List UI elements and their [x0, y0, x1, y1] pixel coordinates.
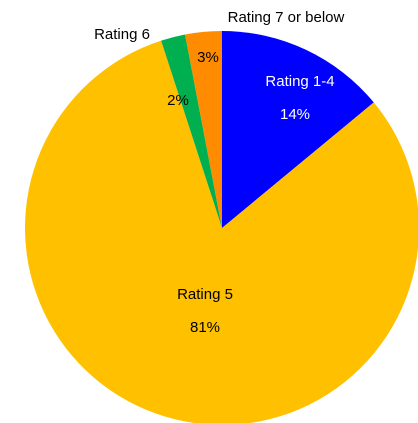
value-label: 2% [167, 92, 189, 109]
slice-label: Rating 5 [177, 286, 233, 303]
pie-slice [185, 31, 222, 228]
value-label: 81% [190, 319, 220, 336]
value-label: 3% [197, 49, 219, 66]
value-label: 14% [280, 106, 310, 123]
pie-slice [161, 34, 222, 228]
slice-label: Rating 6 [94, 26, 150, 43]
pie-slice [222, 31, 374, 228]
slice-label: Rating 1-4 [265, 73, 334, 90]
slice-label: Rating 7 or below [228, 9, 345, 26]
pie-slice [25, 40, 418, 423]
